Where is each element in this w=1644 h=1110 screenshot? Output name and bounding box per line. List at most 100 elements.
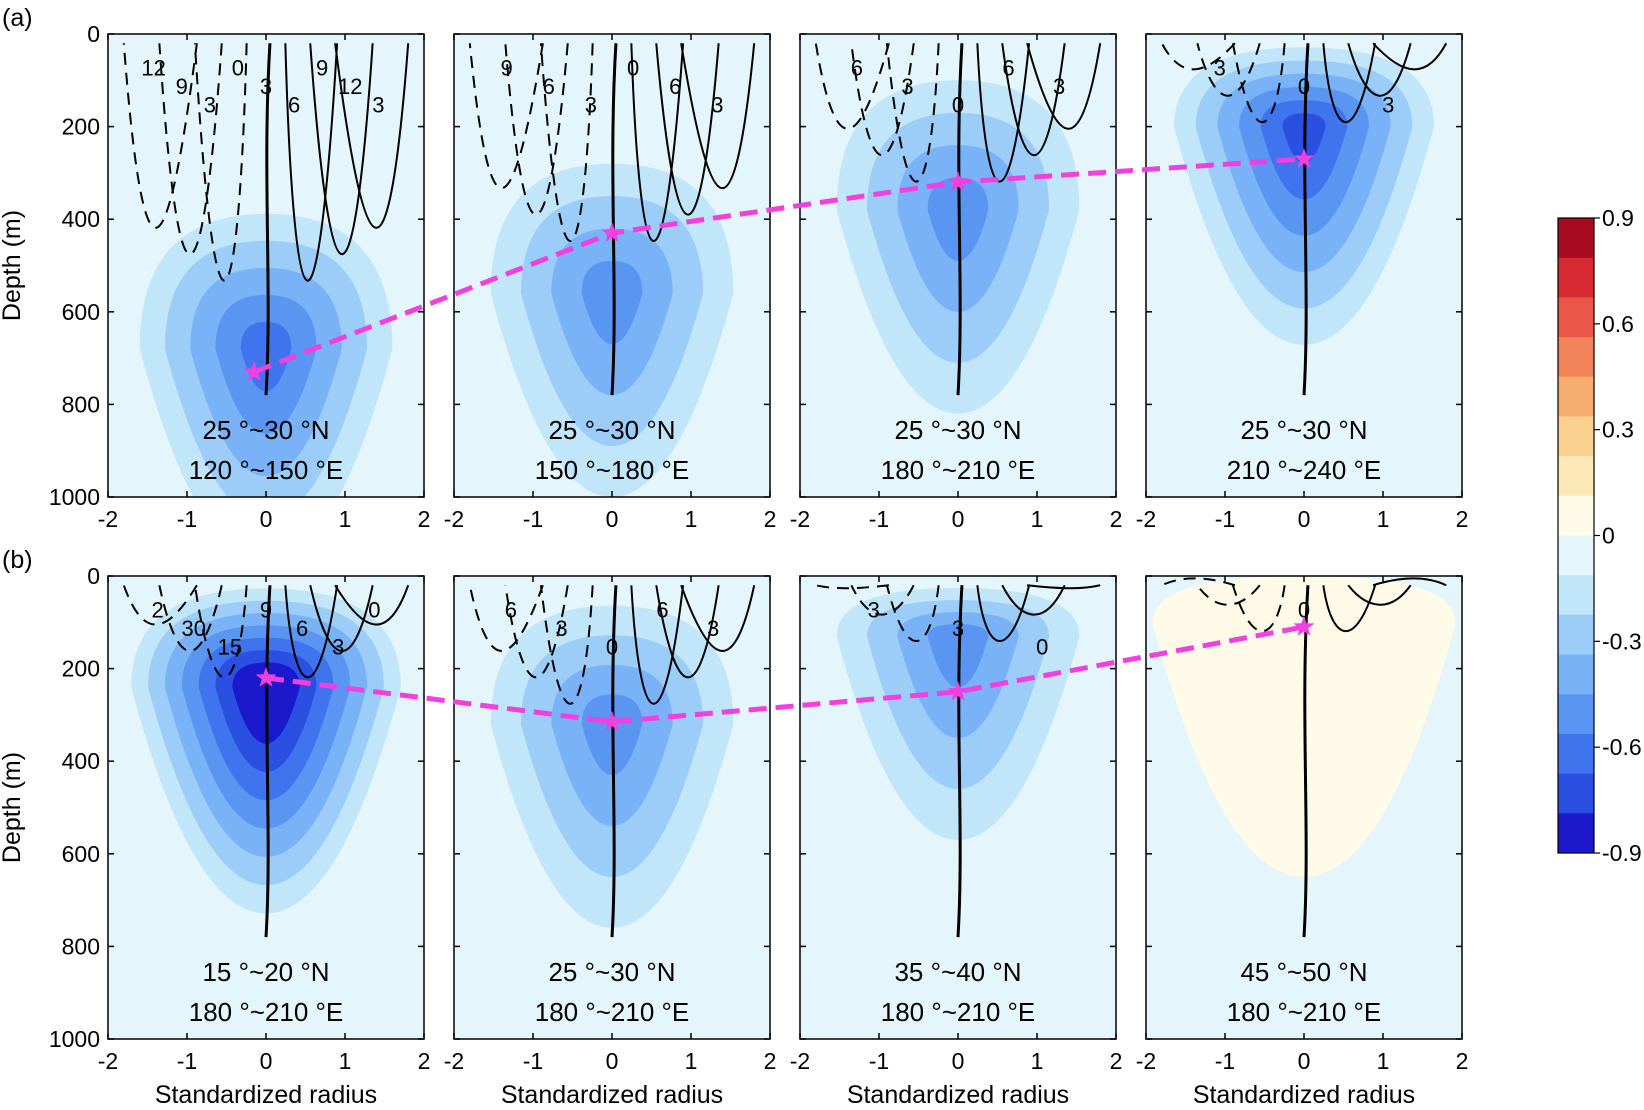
star-marker [601, 222, 623, 242]
x-tick-label: -2 [444, 1048, 464, 1074]
colorbar-tick-label: 0.6 [1602, 311, 1634, 337]
x-tick-label: 1 [685, 1048, 698, 1074]
x-tick-label: -1 [1215, 1048, 1235, 1074]
contour-label: 3 [204, 93, 216, 118]
negative-contour [885, 43, 940, 183]
x-tick-label: 0 [260, 506, 273, 532]
positive-contour [630, 43, 685, 242]
latitude-label: 25 °~30 °N [894, 415, 1021, 445]
contour-label: 3 [1053, 74, 1065, 99]
colorbar-swatch [1558, 297, 1594, 338]
positive-contour [1322, 584, 1377, 633]
zero-contour [264, 585, 272, 938]
colorbar-swatch [1558, 694, 1594, 735]
contour-label: 3 [868, 598, 880, 623]
star-marker [947, 680, 969, 701]
longitude-label: 180 °~210 °E [1227, 997, 1382, 1027]
contour-label: 12 [141, 56, 165, 81]
y-tick-label: 800 [62, 933, 100, 959]
longitude-label: 120 °~150 °E [189, 455, 344, 485]
contour-label: 3 [711, 93, 723, 118]
y-tick-label: 0 [87, 21, 100, 47]
positive-contour [284, 585, 339, 679]
x-tick-label: -1 [523, 1048, 543, 1074]
negative-contour [158, 585, 223, 652]
x-tick-label: 2 [764, 506, 777, 532]
positive-contour [1322, 43, 1377, 124]
contour-label: 6 [1002, 56, 1014, 81]
colorbar-swatch [1558, 257, 1594, 298]
negative-contour [1161, 577, 1236, 587]
x-tick-label: 0 [1298, 506, 1311, 532]
x-tick-label: 1 [1377, 506, 1390, 532]
x-tick-label: 2 [418, 1048, 431, 1074]
star-marker [601, 710, 623, 731]
x-tick-label: 0 [952, 1048, 965, 1074]
contour-label: 9 [260, 598, 272, 623]
star-connector [253, 156, 1305, 375]
contour-label: 6 [543, 74, 555, 99]
contour-label: 0 [1298, 598, 1310, 623]
latitude-label: 25 °~30 °N [202, 415, 329, 445]
zero-contour [1302, 43, 1310, 396]
latitude-label: 45 °~50 °N [1240, 957, 1367, 987]
anomaly-field: 3 0 3 [1146, 34, 1462, 497]
panel: 3 0 3 -2 -1 0 1 2 25 °~30 °N 210 °~240 °E [1136, 33, 1468, 532]
latitude-label: 25 °~30 °N [548, 415, 675, 445]
contour-label: 0 [368, 598, 380, 623]
contour-label: 9 [501, 56, 513, 81]
x-tick-label: 1 [1377, 1048, 1390, 1074]
star-marker [947, 171, 969, 192]
contour-label: 6 [288, 93, 300, 118]
y-tick-label: 400 [62, 748, 100, 774]
x-axis-title: Standardized radius [847, 1081, 1069, 1109]
positive-contour [334, 43, 410, 229]
negative-contour [193, 43, 248, 282]
x-tick-label: 1 [1031, 506, 1044, 532]
y-axis-title: Depth (m) [0, 210, 26, 321]
contour-label: 0 [627, 56, 639, 81]
x-tick-label: 2 [1110, 1048, 1123, 1074]
positive-contour [630, 585, 685, 705]
anomaly-field: 6 3 0 6 3 [454, 576, 770, 1039]
contour-label: 3 [1382, 93, 1394, 118]
longitude-label: 180 °~210 °E [189, 997, 344, 1027]
colorbar-swatch [1558, 218, 1594, 259]
colorbar-swatch [1558, 416, 1594, 457]
contour-label: 12 [338, 74, 362, 99]
x-tick-label: 2 [1110, 506, 1123, 532]
x-tick-label: 0 [606, 506, 619, 532]
positive-contour [284, 43, 339, 282]
contour-label: 3 [372, 93, 384, 118]
contour-label: 3 [901, 74, 913, 99]
y-tick-label: 1000 [49, 484, 100, 510]
negative-contour [539, 585, 594, 705]
x-tick-label: 1 [1031, 1048, 1044, 1074]
x-tick-label: 1 [339, 506, 352, 532]
contour-label: 3 [332, 635, 344, 660]
anomaly-level [581, 260, 643, 345]
star-connector-lines [243, 148, 1315, 731]
star-marker [1293, 615, 1315, 636]
contour-label: 15 [218, 635, 242, 660]
x-tick-label: -1 [523, 506, 543, 532]
positive-contour [1372, 42, 1448, 71]
positive-contour [334, 584, 410, 626]
negative-contour [1231, 43, 1286, 124]
colorbar-tick-label: -0.6 [1602, 734, 1642, 760]
star-marker [255, 666, 277, 687]
colorbar-swatch [1558, 773, 1594, 814]
contour-label: 3 [1214, 56, 1226, 81]
negative-contour [1231, 584, 1286, 633]
negative-contour [850, 43, 915, 157]
zero-contour [1302, 585, 1310, 938]
positive-contour [1001, 43, 1066, 157]
colorbar-tick-label: 0.3 [1602, 417, 1634, 443]
contour-label: 6 [296, 616, 308, 641]
y-tick-label: 0 [87, 563, 100, 589]
latitude-label: 25 °~30 °N [1240, 415, 1367, 445]
colorbar-swatch [1558, 733, 1594, 775]
